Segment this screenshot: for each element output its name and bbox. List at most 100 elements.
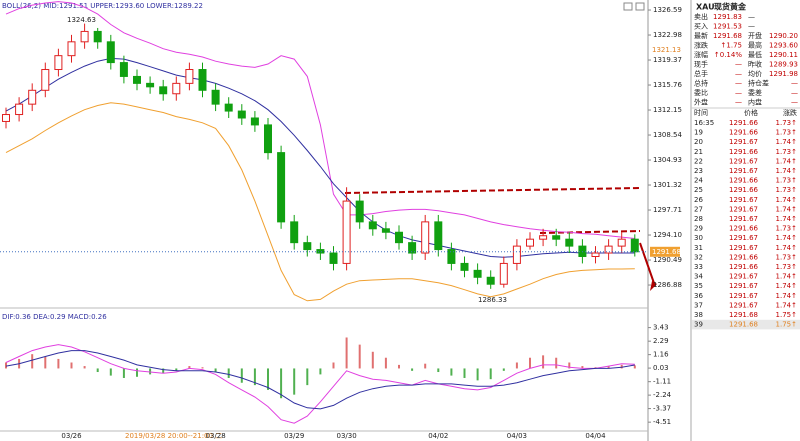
quote-label: 卖出 <box>694 12 708 21</box>
candle-body <box>552 235 561 240</box>
tick-cell: 1291.67 <box>729 234 758 242</box>
quote-label: 均价 <box>748 69 762 78</box>
quote-value: 1290.20 <box>769 32 798 40</box>
quote-value: 1291.98 <box>769 70 798 78</box>
indicator-line <box>5 350 635 410</box>
tick-cell: 1.74↑ <box>776 292 797 300</box>
candle-body <box>499 262 508 285</box>
y-tick-label: 3.43 <box>653 324 669 332</box>
candle-body <box>224 103 233 112</box>
tick-cell: 19 <box>694 129 703 137</box>
y-tick-label: 1315.76 <box>653 81 682 89</box>
quote-label: 内盘 <box>748 98 762 107</box>
candle-body <box>447 249 456 264</box>
candle-body <box>342 200 351 264</box>
x-tick-label: 03/26 <box>61 432 82 440</box>
y-tick-label: 1286.88 <box>653 281 682 289</box>
quote-label: 现手 <box>694 60 708 69</box>
y-tick-label: 1297.71 <box>653 206 682 214</box>
last-price-label: 1291.68 <box>652 248 681 256</box>
low-label: 1286.33 <box>478 296 507 304</box>
candle-body <box>2 114 10 122</box>
tick-cell: 1291.68 <box>729 311 758 319</box>
tick-cell: 23 <box>694 167 703 175</box>
y-tick-label: 1290.49 <box>653 256 682 264</box>
tick-cell: 1291.67 <box>729 282 758 290</box>
x-tick-label: 03/28 <box>206 432 226 440</box>
quote-label: — <box>748 23 755 31</box>
candle-body <box>198 69 207 91</box>
x-tick-label: 03/30 <box>337 432 357 440</box>
candle-body <box>237 110 246 119</box>
tick-cell: 1.73↑ <box>776 119 797 127</box>
drawn-resistance[interactable] <box>539 230 641 234</box>
tick-cell: 1.74↑ <box>776 196 797 204</box>
drawn-resistance[interactable] <box>344 187 641 194</box>
candle-body <box>617 238 626 247</box>
tick-cell: 27 <box>694 205 703 213</box>
tick-cell: 1.73↑ <box>776 225 797 233</box>
tick-cell: 16:35 <box>694 119 714 127</box>
tick-cell: 1291.66 <box>729 148 758 156</box>
toolbar-button[interactable] <box>623 2 633 11</box>
tick-cell: 1.75↑ <box>776 311 797 319</box>
candle-body <box>368 221 377 230</box>
symbol-name: 现货黄金 <box>714 2 747 12</box>
quote-label: 委差 <box>748 88 762 97</box>
y-tick-label: 1304.93 <box>653 156 682 164</box>
tick-cell: 1291.66 <box>729 177 758 185</box>
quote-label: 外盘 <box>694 98 708 107</box>
candle-body <box>133 75 141 84</box>
tick-cell: 36 <box>694 292 703 300</box>
tick-cell: 1291.67 <box>729 273 758 281</box>
y-tick-label: -4.51 <box>653 418 671 426</box>
toolbar[interactable] <box>623 2 645 11</box>
tick-cell: 1291.67 <box>729 292 758 300</box>
tick-cell: 21 <box>694 148 703 156</box>
quote-value: — <box>735 70 742 78</box>
quote-value: — <box>791 89 798 97</box>
tick-cell: 1291.66 <box>729 225 758 233</box>
tick-cell: 1.73↑ <box>776 263 797 271</box>
tick-cell: 1.74↑ <box>776 205 797 213</box>
x-tick-label: 04/03 <box>507 432 527 440</box>
tick-cell: 1291.66 <box>729 263 758 271</box>
tick-cell: 1291.66 <box>729 119 758 127</box>
high-label: 1324.63 <box>67 16 96 24</box>
candle-body <box>67 41 76 57</box>
column-header: 价格 <box>744 108 758 117</box>
quote-value: 1291.83 <box>713 13 742 21</box>
candle-body <box>211 89 220 105</box>
drawn-arrow[interactable] <box>639 242 656 287</box>
candle-body <box>473 269 482 278</box>
tick-cell: 1.74↑ <box>776 157 797 165</box>
candle-body <box>591 252 600 258</box>
tick-cell: 29 <box>694 225 703 233</box>
quote-label: 最新 <box>694 31 708 40</box>
tick-cell: 1.74↑ <box>776 244 797 252</box>
candle-body <box>80 30 89 43</box>
quote-value: 1291.68 <box>713 32 742 40</box>
tick-cell: 20 <box>694 138 703 146</box>
candle-body <box>54 55 63 71</box>
candle-body <box>119 62 128 77</box>
indicator-line <box>5 1 635 239</box>
candle-body <box>290 221 299 244</box>
tick-cell: 35 <box>694 282 703 290</box>
tick-cell: 1.74↑ <box>776 215 797 223</box>
quote-value: — <box>735 89 742 97</box>
tick-cell: 30 <box>694 234 703 242</box>
tick-cell: 34 <box>694 273 703 281</box>
tick-cell: 1.73↑ <box>776 177 797 185</box>
y-tick-label: 0.03 <box>653 364 669 372</box>
tick-cell: 1291.67 <box>729 167 758 175</box>
indicator-line <box>5 344 635 424</box>
quote-label: 涨跌 <box>694 41 708 50</box>
tick-cell: 1.74↑ <box>776 301 797 309</box>
tick-cell: 1.73↑ <box>776 186 797 194</box>
toolbar-button[interactable] <box>635 2 645 11</box>
tick-cell: 38 <box>694 311 703 319</box>
quote-label: 买入 <box>694 23 708 31</box>
candle-body <box>106 41 115 64</box>
y-tick-label: -3.37 <box>653 405 671 413</box>
